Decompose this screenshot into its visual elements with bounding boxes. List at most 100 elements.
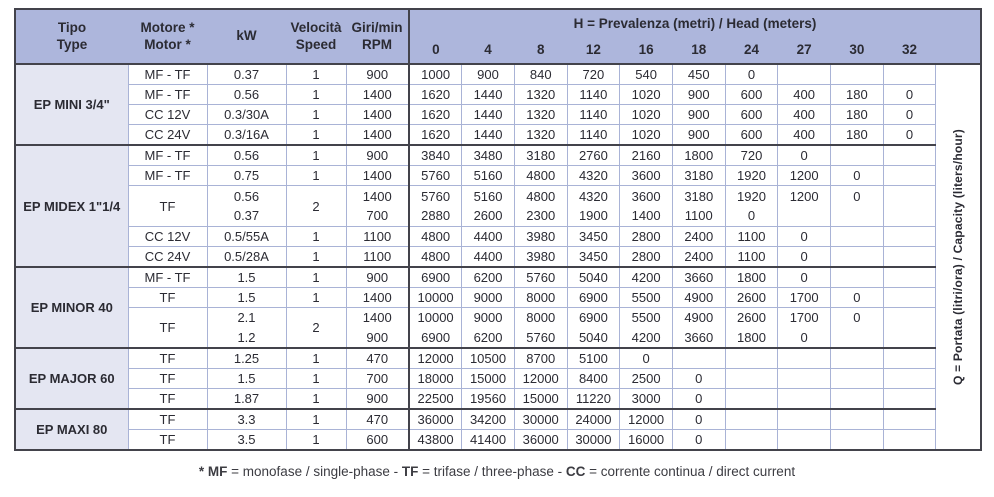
motor-cell: CC 12V: [128, 225, 208, 247]
capacity-cell: [830, 246, 884, 267]
capacity-cell: [883, 286, 937, 308]
capacity-cell: [830, 62, 884, 85]
capacity-cell: 24000: [567, 408, 621, 430]
capacity-cell: 2800: [619, 225, 673, 247]
header-h-values-row: 0 4 8 12 16 18 24 27 30 32: [15, 38, 982, 64]
capacity-cell: 12000: [514, 367, 568, 389]
capacity-cell: 8000: [514, 307, 568, 328]
header-h-value: 24: [725, 38, 778, 64]
capacity-cell: 2600: [725, 286, 779, 308]
table-row: CC 24V 0.3/16A 1 1400 1620 1440 1320 1140 1020 90…: [15, 124, 981, 146]
capacity-cell: 30000: [514, 408, 568, 430]
capacity-cell: 3180: [672, 164, 726, 186]
capacity-cell: 900: [672, 104, 726, 125]
motor-cell: MF - TF: [128, 164, 208, 186]
capacity-cell: [777, 428, 831, 450]
table-row: TF 2.1 2 1400 10000 9000 8000 6900 5500 4900 2600 1…: [15, 307, 981, 349]
capacity-cell: 1320: [514, 104, 568, 125]
capacity-cell: 1100: [725, 246, 779, 267]
group-name-cell: EP MINI 3/4": [15, 62, 129, 146]
rpm-cell: 1400: [346, 185, 410, 207]
capacity-cell: [725, 347, 779, 369]
capacity-cell: [883, 185, 937, 207]
footnote-segment: TF: [401, 463, 419, 479]
capacity-cell: [777, 388, 831, 410]
table-row: TF 3.5 1 600 43800 41400 36000 30000 16000 0: [15, 428, 981, 450]
rpm-cell: 700: [346, 367, 410, 389]
group-name-cell: EP MINOR 40: [15, 265, 129, 349]
capacity-cell: 0: [672, 388, 726, 410]
group-name-cell: EP MAXI 80: [15, 408, 129, 450]
rpm-cell: 600: [346, 428, 410, 450]
footnote: * MF = monofase / single-phase - TF = tr…: [14, 464, 980, 479]
capacity-cell: 0: [619, 347, 673, 369]
capacity-cell: 16000: [619, 428, 673, 450]
table-row: CC 12V 0.5/55A 1 1100 4800 4400 3980 3450 2800 24…: [15, 225, 981, 247]
capacity-cell: 1400: [619, 206, 673, 227]
capacity-cell: 1020: [619, 104, 673, 125]
footnote-segment: * MF: [198, 463, 228, 479]
capacity-cell: 1140: [567, 104, 621, 125]
header-giri: Giri/min RPM: [346, 9, 409, 64]
capacity-cell: 1100: [725, 225, 779, 247]
table-row: CC 24V 0.5/28A 1 1100 4800 4400 3980 3450 2800 24…: [15, 246, 981, 267]
motor-cell: MF - TF: [128, 62, 208, 85]
speed-cell: 1: [286, 246, 347, 267]
motor-cell: TF: [128, 307, 208, 349]
capacity-cell: 2880: [408, 206, 463, 227]
capacity-cell: 36000: [408, 408, 463, 430]
capacity-cell: 1800: [725, 327, 779, 349]
capacity-cell: 600: [725, 124, 779, 146]
capacity-cell: 4900: [672, 307, 726, 328]
capacity-cell: [883, 388, 937, 410]
capacity-cell: [830, 408, 884, 430]
table-row: EP MAXI 80 TF 3.3 1 470 36000 34200 30000 24000 1…: [15, 408, 981, 450]
capacity-cell: 1440: [461, 124, 515, 146]
footnote-segment: CC: [565, 463, 586, 479]
capacity-cell: 400: [777, 83, 831, 105]
head-title-rest: = Prevalenza (metri) / Head (meters): [583, 15, 817, 31]
kw-cell: 0.37: [207, 206, 287, 227]
capacity-cell: [672, 347, 726, 369]
kw-cell: 0.56: [207, 83, 287, 105]
capacity-cell: 1000: [408, 62, 463, 85]
rpm-cell: 1400: [346, 307, 410, 328]
capacity-cell: 8000: [514, 286, 568, 308]
capacity-cell: [777, 62, 831, 85]
capacity-cell: [830, 225, 884, 247]
table-row: 1.2 900 6900 6200 5760 5040 4200 3660 1800 0: [15, 327, 981, 349]
capacity-cell: 1620: [408, 104, 463, 125]
capacity-cell: [883, 164, 937, 186]
footnote-segment: = monofase / single-phase -: [227, 463, 402, 479]
kw-cell: 1.2: [207, 327, 287, 349]
rpm-cell: 1400: [346, 286, 410, 308]
capacity-cell: 180: [830, 83, 884, 105]
capacity-cell: [883, 206, 937, 227]
capacity-cell: 5760: [408, 164, 463, 186]
kw-cell: 0.3/30A: [207, 104, 287, 125]
footnote-segment: = corrente continua / direct current: [585, 463, 796, 479]
capacity-cell: 3000: [619, 388, 673, 410]
motor-cell: TF: [128, 367, 208, 389]
capacity-cell: 4400: [461, 246, 515, 267]
capacity-cell: 4200: [619, 327, 673, 349]
capacity-cell: 2600: [461, 206, 515, 227]
table-header: Tipo Type Motore * Motor * kW Velocità S…: [15, 9, 982, 64]
kw-cell: 3.5: [207, 428, 287, 450]
capacity-cell: 0: [777, 246, 831, 267]
capacity-cell: 1440: [461, 83, 515, 105]
rpm-cell: 1400: [346, 124, 410, 146]
header-h-value: 4: [461, 38, 515, 64]
capacity-cell: [883, 408, 937, 430]
header-tipo: Tipo Type: [15, 9, 128, 64]
table-row: EP MAJOR 60 TF 1.25 1 470 12000 10500 8700 5100 0: [15, 347, 981, 410]
capacity-cell: 0: [777, 327, 831, 349]
motor-cell: CC 24V: [128, 246, 208, 267]
rpm-cell: 900: [346, 265, 410, 288]
capacity-cell: 1920: [725, 164, 779, 186]
capacity-cell: 4320: [567, 185, 621, 207]
capacity-cell: [830, 265, 884, 288]
kw-cell: 1.87: [207, 388, 287, 410]
capacity-cell: 5100: [567, 347, 621, 369]
capacity-cell: 900: [461, 62, 515, 85]
